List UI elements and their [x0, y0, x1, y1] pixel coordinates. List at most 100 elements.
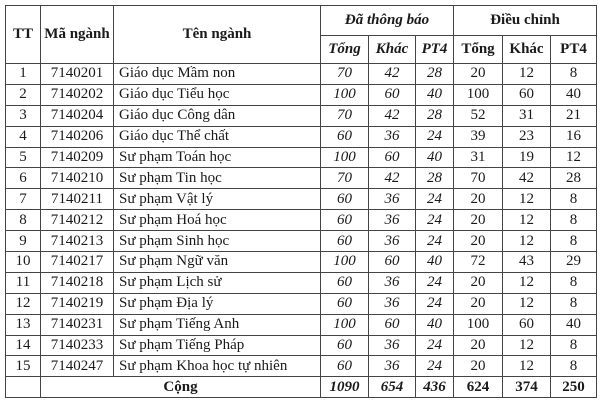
cell-tb-khac: 36: [368, 292, 416, 315]
header-dc-tong: Tổng: [453, 35, 503, 64]
cell-dc-khac: 12: [502, 63, 551, 85]
cell-tb-khac: 42: [368, 104, 416, 127]
cell-tb-tong: 60: [320, 271, 369, 294]
cell-dc-tong: 20: [453, 209, 503, 232]
cell-dc-pt4: 8: [550, 209, 597, 232]
cell-ma-nganh: 7140212: [40, 209, 114, 232]
table-row: 9 7140213 Sư phạm Sinh học 60 36 24 20 12 8: [5, 230, 597, 253]
cell-ten-nganh: Sư phạm Tin học: [113, 167, 321, 190]
table-row: 14 7140233 Sư phạm Tiếng Pháp 60 36 24 20 12 8: [5, 334, 597, 357]
table-row: 7 7140211 Sư phạm Vật lý 60 36 24 20 12 8: [5, 188, 597, 211]
cell-dc-khac: 12: [502, 209, 551, 232]
cell-ten-nganh: Giáo dục Tiểu học: [113, 83, 321, 106]
total-tb-tong: 1090: [320, 376, 369, 399]
total-row: Cộng 1090 654 436 624 374 250: [5, 376, 597, 399]
cell-tb-pt4: 40: [415, 83, 454, 106]
cell-dc-tong: 39: [453, 125, 503, 148]
cell-ten-nganh: Sư phạm Ngữ văn: [113, 251, 321, 273]
cell-tb-pt4: 24: [415, 355, 454, 378]
cell-ma-nganh: 7140204: [40, 104, 114, 127]
cell-dc-khac: 23: [502, 125, 551, 148]
cell-dc-tong: 20: [453, 271, 503, 294]
cell-dc-pt4: 16: [550, 125, 597, 148]
cell-ma-nganh: 7140231: [40, 313, 114, 336]
cell-tt: 15: [5, 355, 41, 378]
cell-dc-pt4: 21: [550, 104, 597, 127]
cell-tt: 8: [5, 209, 41, 232]
cell-tb-tong: 60: [320, 125, 369, 148]
cell-ma-nganh: 7140217: [40, 251, 114, 273]
cell-ma-nganh: 7140218: [40, 271, 114, 294]
enrollment-table: TT Mã ngành Tên ngành Đã thông báo Điều …: [5, 5, 597, 399]
cell-dc-pt4: 12: [550, 146, 597, 169]
header-ten-nganh: Tên ngành: [113, 5, 321, 64]
cell-dc-khac: 60: [502, 83, 551, 106]
cell-dc-pt4: 40: [550, 83, 597, 106]
cell-ten-nganh: Sư phạm Vật lý: [113, 188, 321, 211]
cell-tb-tong: 100: [320, 146, 369, 169]
cell-dc-tong: 52: [453, 104, 503, 127]
cell-ma-nganh: 7140247: [40, 355, 114, 378]
table-row: 1 7140201 Giáo dục Mầm non 70 42 28 20 12 8: [5, 63, 597, 85]
cell-tb-khac: 36: [368, 188, 416, 211]
cell-tb-khac: 42: [368, 167, 416, 190]
cell-tb-pt4: 24: [415, 125, 454, 148]
cell-ten-nganh: Sư phạm Tiếng Anh: [113, 313, 321, 336]
cell-tb-tong: 60: [320, 355, 369, 378]
cell-tb-pt4: 24: [415, 230, 454, 253]
table-row: 4 7140206 Giáo dục Thể chất 60 36 24 39 23 16: [5, 125, 597, 148]
cell-tb-pt4: 24: [415, 209, 454, 232]
cell-tb-pt4: 28: [415, 104, 454, 127]
cell-tt: 5: [5, 146, 41, 169]
cell-dc-khac: 19: [502, 146, 551, 169]
cell-ten-nganh: Giáo dục Thể chất: [113, 125, 321, 148]
table-row: 10 7140217 Sư phạm Ngữ văn 100 60 40 72 43 29: [5, 251, 597, 273]
cell-tb-tong: 70: [320, 63, 369, 85]
table-row: 11 7140218 Sư phạm Lịch sử 60 36 24 20 12 8: [5, 271, 597, 294]
header-tb-tong: Tổng: [320, 35, 369, 64]
cell-tb-tong: 60: [320, 209, 369, 232]
table-row: 5 7140209 Sư phạm Toán học 100 60 40 31 19 12: [5, 146, 597, 169]
header-tb-pt4: PT4: [415, 35, 454, 64]
cell-ma-nganh: 7140201: [40, 63, 114, 85]
cell-tt: 14: [5, 334, 41, 357]
cell-tb-tong: 100: [320, 313, 369, 336]
header-dieu-chinh: Điều chỉnh: [453, 5, 597, 36]
header-da-thong-bao: Đã thông báo: [320, 5, 454, 36]
total-empty-cell: [5, 376, 41, 399]
cell-ten-nganh: Sư phạm Sinh học: [113, 230, 321, 253]
cell-tt: 13: [5, 313, 41, 336]
cell-tb-pt4: 24: [415, 292, 454, 315]
cell-tb-pt4: 40: [415, 251, 454, 273]
cell-tt: 11: [5, 271, 41, 294]
cell-dc-pt4: 8: [550, 230, 597, 253]
table-row: 15 7140247 Sư phạm Khoa học tự nhiên 60 36 24…: [5, 355, 597, 378]
cell-tt: 10: [5, 251, 41, 273]
cell-dc-pt4: 29: [550, 251, 597, 273]
cell-dc-khac: 12: [502, 292, 551, 315]
cell-dc-tong: 31: [453, 146, 503, 169]
cell-dc-tong: 100: [453, 83, 503, 106]
cell-dc-pt4: 8: [550, 355, 597, 378]
cell-tt: 4: [5, 125, 41, 148]
cell-ten-nganh: Sư phạm Tiếng Pháp: [113, 334, 321, 357]
cell-tb-pt4: 28: [415, 63, 454, 85]
cell-ma-nganh: 7140233: [40, 334, 114, 357]
total-tb-khac: 654: [368, 376, 416, 399]
cell-tb-tong: 70: [320, 167, 369, 190]
cell-tb-tong: 70: [320, 104, 369, 127]
total-tb-pt4: 436: [415, 376, 454, 399]
header-ma-nganh: Mã ngành: [40, 5, 114, 64]
table-row: 6 7140210 Sư phạm Tin học 70 42 28 70 42 28: [5, 167, 597, 190]
header-tt: TT: [5, 5, 41, 64]
cell-dc-tong: 20: [453, 292, 503, 315]
header-dc-khac: Khác: [502, 35, 551, 64]
cell-tb-khac: 60: [368, 146, 416, 169]
cell-tb-pt4: 24: [415, 334, 454, 357]
cell-tb-khac: 60: [368, 83, 416, 106]
cell-tb-khac: 36: [368, 209, 416, 232]
cell-dc-khac: 31: [502, 104, 551, 127]
cell-tb-khac: 36: [368, 230, 416, 253]
cell-tb-tong: 60: [320, 230, 369, 253]
cell-dc-khac: 12: [502, 188, 551, 211]
